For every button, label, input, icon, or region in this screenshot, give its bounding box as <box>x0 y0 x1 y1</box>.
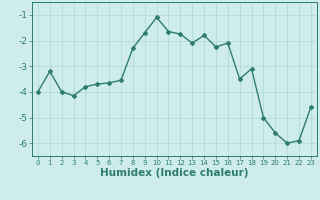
X-axis label: Humidex (Indice chaleur): Humidex (Indice chaleur) <box>100 168 249 178</box>
